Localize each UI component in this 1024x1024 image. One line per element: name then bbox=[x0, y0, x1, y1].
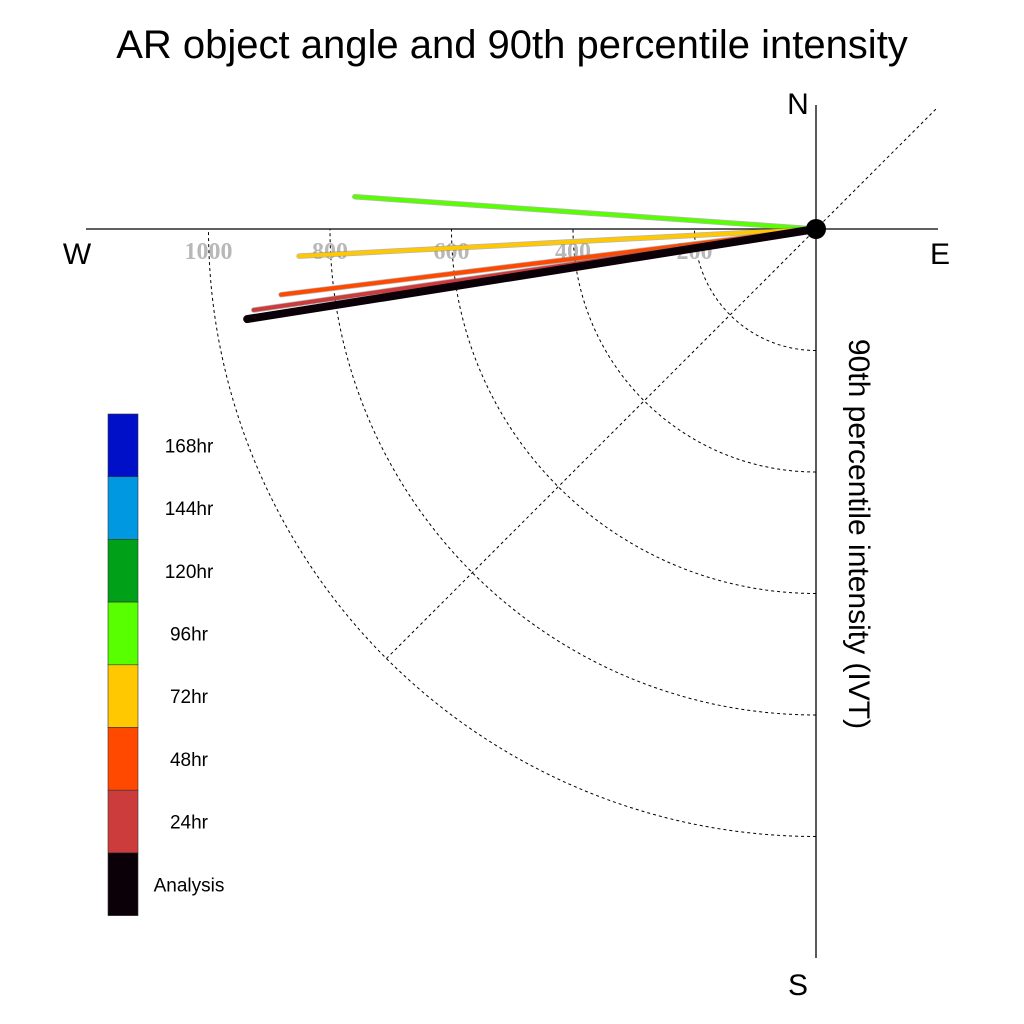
series-line-analysis bbox=[243, 225, 820, 324]
radial-tick-label: 600 bbox=[434, 239, 470, 265]
grid-arc bbox=[329, 228, 817, 716]
series-line-96hr bbox=[352, 194, 818, 231]
compass-east-label: E bbox=[930, 238, 950, 271]
legend-swatch bbox=[107, 601, 139, 666]
grid-arc bbox=[694, 228, 817, 351]
legend-swatch bbox=[107, 476, 139, 540]
origin-marker bbox=[806, 219, 826, 239]
legend-swatch bbox=[107, 539, 139, 603]
legend-swatch bbox=[107, 413, 139, 478]
radial-tick-label: 1000 bbox=[185, 239, 233, 265]
legend-label: 96hr bbox=[170, 624, 209, 645]
grid-arc bbox=[451, 228, 817, 594]
legend-label: 120hr bbox=[165, 562, 214, 583]
chart-title: AR object angle and 90th percentile inte… bbox=[116, 23, 908, 67]
legend-swatch bbox=[107, 727, 139, 791]
legend-swatch bbox=[107, 852, 139, 916]
grid-arc bbox=[572, 228, 817, 473]
legend: 168hr 144hr 120hr 96hr 72hr 48hr 24hr Analysis bbox=[107, 413, 225, 916]
radial-axis-label: 90th percentile intensity (IVT) bbox=[842, 339, 875, 729]
polar-grid bbox=[208, 106, 939, 837]
legend-swatch bbox=[107, 789, 139, 854]
compass-south-label: S bbox=[788, 969, 808, 1002]
legend-label: 144hr bbox=[165, 499, 214, 520]
compass-west-label: W bbox=[63, 238, 92, 271]
legend-label: 24hr bbox=[170, 813, 209, 834]
series-line-72hr bbox=[297, 227, 818, 259]
compass-north-label: N bbox=[787, 88, 809, 121]
legend-label: 72hr bbox=[170, 687, 209, 708]
grid-diagonal bbox=[386, 106, 939, 659]
legend-label: 168hr bbox=[165, 436, 214, 457]
grid-arc bbox=[208, 228, 817, 837]
legend-swatch bbox=[107, 664, 139, 728]
legend-label: Analysis bbox=[154, 875, 225, 896]
series-lines bbox=[243, 194, 820, 324]
legend-label: 48hr bbox=[170, 750, 209, 771]
